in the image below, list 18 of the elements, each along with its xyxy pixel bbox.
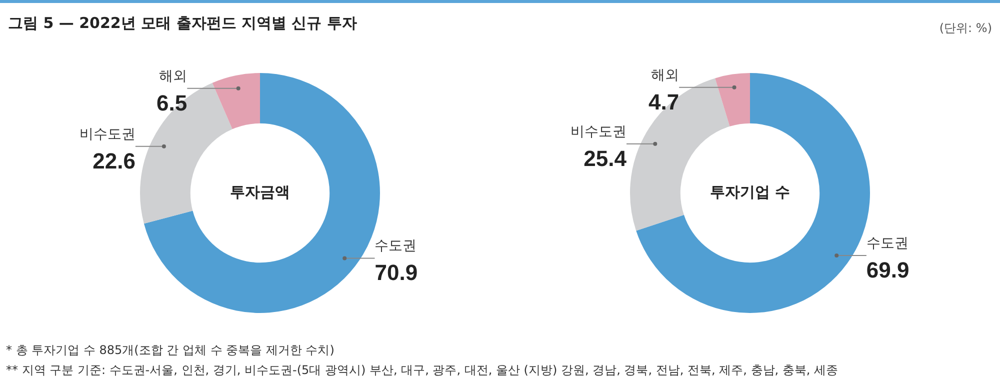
data-label: 70.9 <box>374 260 418 286</box>
data-label: 4.7 <box>648 89 680 114</box>
chart-title: 그림 5 — 2022년 모태 출자펀드 지역별 신규 투자 <box>8 14 357 33</box>
text: 투자기업 수 <box>710 182 790 201</box>
text: 투자금액 <box>230 182 290 201</box>
text: (단위: %) <box>939 20 992 37</box>
slice-label: 수도권 <box>374 238 417 254</box>
text: * 총 투자기업 수 885개(조합 간 업체 수 중복을 제거한 수치) <box>6 342 336 359</box>
slice-label: 비수도권 <box>570 124 626 140</box>
slice-label: 수도권 <box>866 236 908 252</box>
data-label: 69.9 <box>866 258 910 283</box>
data-label: 6.5 <box>156 90 188 116</box>
slice-label: 해외 <box>159 68 188 84</box>
data-label: 25.4 <box>584 146 628 171</box>
text: ** 지역 구분 기준: 수도권-서울, 인천, 경기, 비수도권-(5대 광역시) 부산, 대구, 광주, 대전, 울산 (지방) 강원, 경남, 경북, 전남, 전북, 제주, 충남, 충북, 세종 <box>6 362 838 379</box>
slice-label: 비수도권 <box>79 126 136 142</box>
slice-label: 해외 <box>651 67 680 84</box>
data-label: 22.6 <box>92 148 136 174</box>
